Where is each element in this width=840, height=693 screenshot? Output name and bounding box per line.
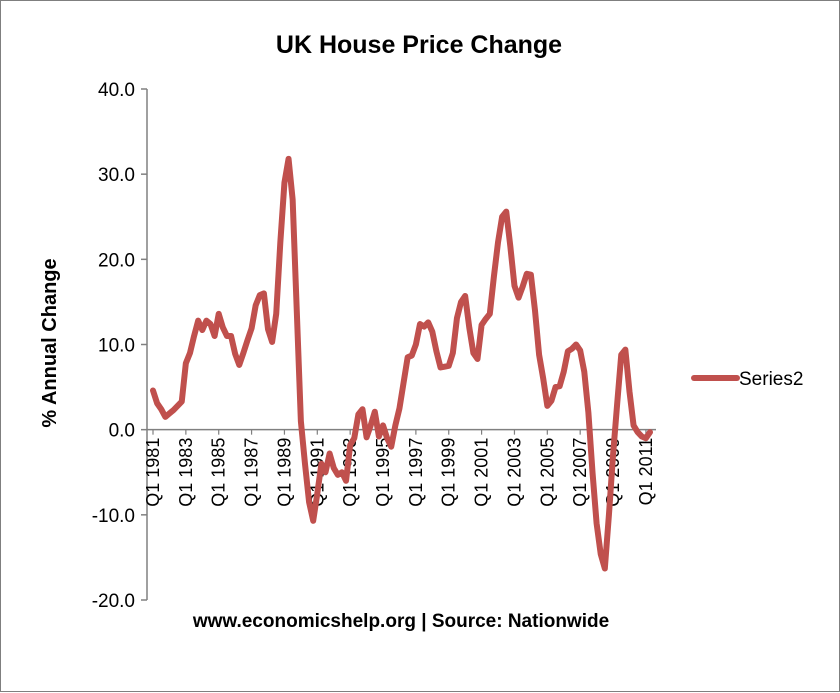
y-tick-label: 0.0 — [109, 421, 135, 442]
legend: Series2 — [691, 369, 803, 390]
x-tick-label: Q1 1985 — [209, 438, 229, 507]
chart-title: UK House Price Change — [276, 31, 562, 59]
x-tick-label: Q1 1989 — [274, 438, 294, 507]
x-tick-label: Q1 2007 — [570, 438, 590, 507]
y-tick-label: 30.0 — [98, 165, 135, 186]
x-tick-label: Q1 1997 — [406, 438, 426, 507]
y-tick-label: 10.0 — [98, 336, 135, 357]
x-axis-ticks: Q1 1981 Q1 1983 Q1 1985 Q1 1987 Q1 1989 Q1 19… — [143, 429, 656, 507]
y-axis-ticks: -20.0 -10.0 0.0 10.0 20.0 30.0 40.0 — [92, 80, 147, 612]
y-tick-label: -20.0 — [92, 591, 135, 612]
y-tick-label: 40.0 — [98, 80, 135, 101]
x-tick-label: Q1 2005 — [537, 438, 557, 507]
legend-label: Series2 — [739, 369, 803, 390]
x-tick-label: Q1 1995 — [373, 438, 393, 507]
x-tick-label: Q1 1983 — [176, 438, 196, 507]
x-tick-label: Q1 2001 — [472, 438, 492, 507]
x-tick-label: Q1 2011 — [636, 438, 656, 506]
x-tick-label: Q1 1993 — [340, 438, 360, 507]
x-tick-label: Q1 1981 — [143, 438, 163, 507]
y-tick-label: 20.0 — [98, 250, 135, 271]
y-tick-label: -10.0 — [92, 506, 135, 527]
series-line-series2 — [150, 155, 653, 572]
x-axis-label: www.economicshelp.org | Source: Nationwi… — [192, 611, 609, 632]
x-tick-label: Q1 1999 — [439, 438, 459, 507]
y-axis-label: % Annual Change — [39, 258, 61, 427]
x-tick-label: Q1 2003 — [504, 438, 524, 507]
x-tick-label: Q1 1987 — [242, 438, 262, 507]
series-group — [150, 155, 653, 572]
